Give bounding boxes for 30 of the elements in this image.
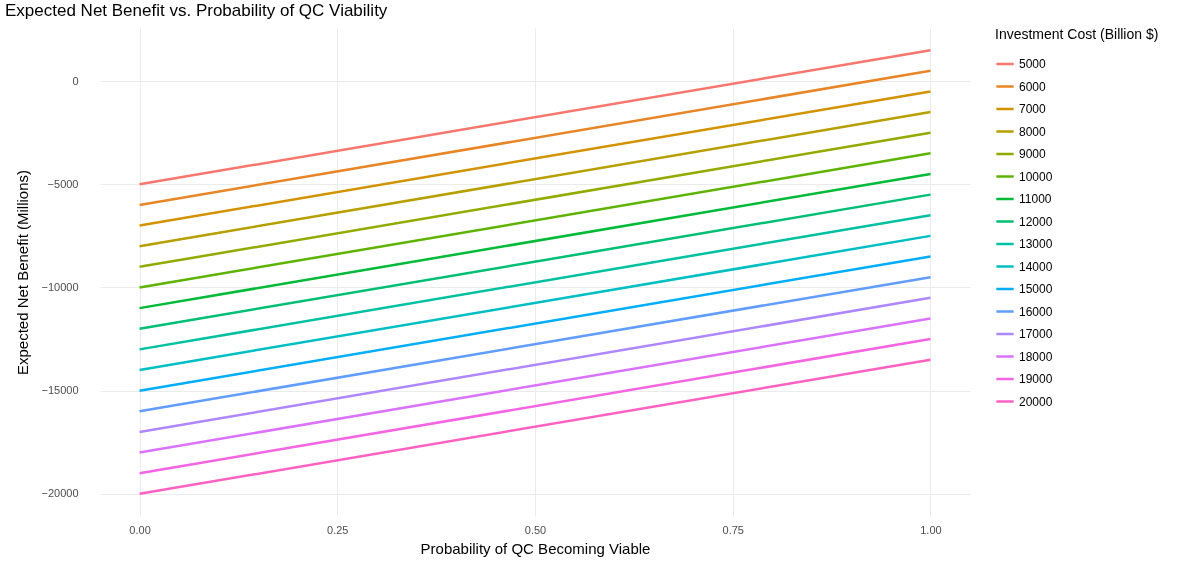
y-tick-label: −10000 xyxy=(41,280,79,293)
y-axis-title: Expected Net Benefit (Millions) xyxy=(14,169,32,376)
x-tick-label: 0.50 xyxy=(524,523,547,536)
x-axis-title: Probability of QC Becoming Viable xyxy=(420,539,651,557)
legend-label: 9000 xyxy=(1019,147,1047,161)
x-tick-label: 0.25 xyxy=(327,523,349,536)
y-tick-label: −5000 xyxy=(47,177,79,190)
y-tick-label: −20000 xyxy=(41,487,79,500)
legend-label: 16000 xyxy=(1019,304,1053,319)
legend-label: 10000 xyxy=(1019,169,1053,184)
legend-label: 19000 xyxy=(1019,372,1053,386)
chart-title: Expected Net Benefit vs. Probability of QC Viability xyxy=(5,1,388,20)
legend-label: 17000 xyxy=(1019,327,1053,341)
legend-label: 6000 xyxy=(1019,79,1047,94)
y-tick-label: −15000 xyxy=(41,384,79,397)
legend-label: 5000 xyxy=(1019,57,1047,71)
x-tick-label: 0.00 xyxy=(129,523,151,536)
x-tick-label: 1.00 xyxy=(920,523,942,536)
legend-label: 20000 xyxy=(1019,394,1053,409)
legend-label: 13000 xyxy=(1019,237,1053,251)
legend-label: 14000 xyxy=(1019,259,1053,274)
x-tick-label: 0.75 xyxy=(722,523,744,536)
y-tick-label: 0 xyxy=(72,74,79,87)
legend-label: 11000 xyxy=(1019,192,1052,206)
legend-label: 18000 xyxy=(1019,349,1053,364)
legend-label: 7000 xyxy=(1019,102,1047,116)
legend-label: 15000 xyxy=(1019,282,1053,296)
legend-label: 8000 xyxy=(1019,124,1047,139)
legend-label: 12000 xyxy=(1019,214,1053,229)
legend-title: Investment Cost (Billion $) xyxy=(995,26,1159,42)
